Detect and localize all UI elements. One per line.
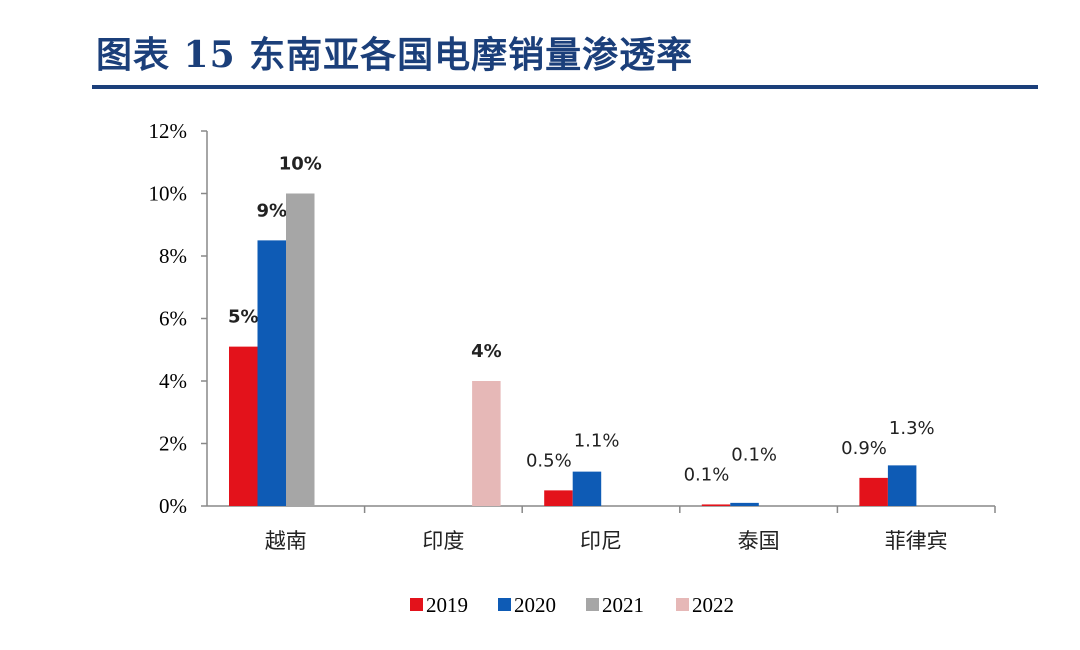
bar-2019 [544, 490, 573, 506]
legend-label: 2021 [602, 593, 644, 617]
legend-swatch-2021 [586, 598, 599, 611]
data-label: 5% [228, 307, 259, 328]
bar-2019 [701, 504, 731, 506]
x-tick-label: 印尼 [580, 529, 622, 553]
data-label: 0.5% [526, 450, 572, 471]
legend-swatch-2022 [676, 598, 689, 611]
legend-label: 2020 [514, 593, 556, 617]
y-tick-label: 2% [159, 432, 187, 456]
data-label: 4% [471, 341, 502, 362]
legend-swatch-2020 [498, 598, 511, 611]
data-label: 1.1% [574, 430, 620, 451]
bar-2020 [257, 240, 286, 506]
bar-2019 [229, 346, 258, 506]
bar-2020 [572, 471, 602, 506]
bar-2021 [286, 193, 315, 506]
y-tick-label: 12% [149, 119, 188, 143]
data-label: 9% [256, 200, 287, 221]
y-tick-label: 0% [159, 494, 187, 518]
data-label: 0.1% [684, 464, 730, 485]
legend-swatch-2019 [410, 598, 423, 611]
bar-2020 [730, 502, 759, 506]
x-tick-label: 印度 [422, 529, 464, 553]
title-underline [92, 85, 1038, 89]
y-tick-label: 4% [159, 369, 187, 393]
legend-label: 2019 [426, 593, 468, 617]
y-tick-label: 8% [159, 244, 187, 268]
data-label: 10% [279, 154, 322, 175]
data-label: 1.3% [889, 418, 935, 439]
y-tick-label: 10% [149, 182, 188, 206]
chart-title: 图表 15 东南亚各国电摩销量渗透率 [96, 34, 694, 76]
legend-label: 2022 [692, 593, 734, 617]
data-label: 0.9% [841, 438, 887, 459]
bar-2022 [472, 381, 501, 506]
x-tick-label: 泰国 [738, 529, 780, 553]
data-label: 0.1% [731, 444, 777, 465]
x-tick-label: 菲律宾 [885, 529, 948, 553]
bar-2020 [887, 465, 917, 506]
bar-2019 [859, 477, 888, 506]
y-tick-label: 6% [159, 307, 187, 331]
x-tick-label: 越南 [265, 529, 307, 553]
